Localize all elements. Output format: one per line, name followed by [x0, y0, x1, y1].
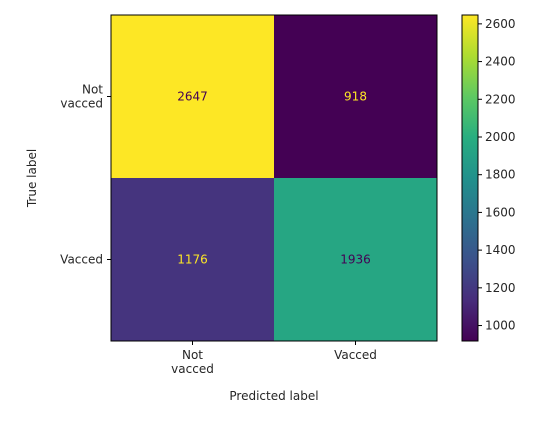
- cell-value-label: 1936: [340, 253, 371, 267]
- colorbar: [461, 14, 479, 342]
- y-tick-label: Not vacced: [60, 83, 103, 111]
- cell-value-label: 1176: [177, 253, 208, 267]
- colorbar-tick-label: 2000: [485, 130, 516, 144]
- colorbar-tick-label: 1800: [485, 168, 516, 182]
- colorbar-tick-label: 2400: [485, 55, 516, 69]
- matrix-frame: [110, 14, 438, 342]
- x-tick-label: Vacced: [334, 348, 377, 362]
- colorbar-tick-label: 1200: [485, 281, 516, 295]
- colorbar-ticks: 1000 1200 1400 1600 1800 2000 2200 2400 2600: [478, 17, 516, 333]
- x-axis-ticks: Not vacced Vacced: [171, 341, 377, 376]
- y-axis-title: True label: [25, 149, 39, 208]
- matrix-cells: 2647 918 1176 1936: [111, 15, 437, 341]
- matrix-cell: [274, 15, 437, 178]
- colorbar-tick-label: 1600: [485, 205, 516, 219]
- colorbar-tick-label: 1400: [485, 243, 516, 257]
- matrix-cell: [111, 15, 274, 178]
- x-axis-title: Predicted label: [229, 389, 318, 403]
- cell-value-label: 918: [344, 90, 367, 104]
- colorbar-tick-label: 2600: [485, 17, 516, 31]
- y-axis-ticks: Not vacced Vacced: [60, 83, 111, 267]
- matrix-cell: [111, 178, 274, 341]
- cell-value-label: 2647: [177, 90, 208, 104]
- x-tick-label: Not vacced: [171, 348, 214, 376]
- matrix-cell: [274, 178, 437, 341]
- colorbar-tick-label: 1000: [485, 319, 516, 333]
- colorbar-tick-label: 2200: [485, 92, 516, 106]
- y-tick-label: Vacced: [60, 253, 103, 267]
